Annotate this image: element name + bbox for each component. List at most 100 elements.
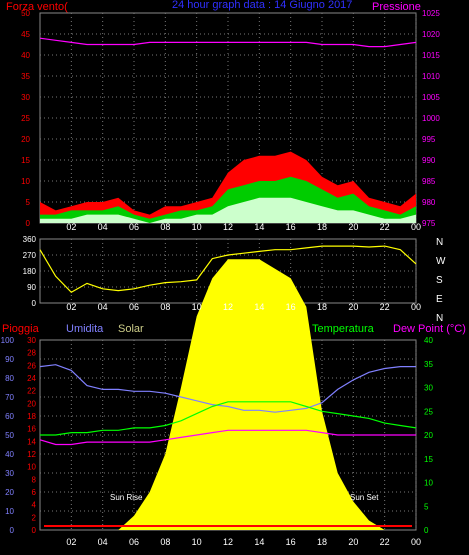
direction-compass-label: W bbox=[436, 256, 446, 267]
dew-point-line bbox=[39, 429, 416, 446]
annotation-sun-rise: Sun Rise bbox=[110, 493, 143, 502]
rain-axis-tick: 16 bbox=[27, 425, 36, 434]
header-right-title: Pressione bbox=[372, 1, 421, 13]
x-tick-label: 02 bbox=[66, 222, 76, 232]
x-tick-label: 04 bbox=[98, 302, 108, 312]
temperature-axis-tick: 5 bbox=[424, 502, 429, 511]
direction-axis-tick: 360 bbox=[23, 235, 37, 244]
x-tick-label: 02 bbox=[66, 302, 76, 312]
wind-axis-tick: 5 bbox=[26, 198, 31, 207]
pressure-axis-tick: 1005 bbox=[422, 93, 440, 102]
rain-axis-tick: 4 bbox=[32, 501, 37, 510]
x-tick-label: 22 bbox=[380, 222, 390, 232]
wind-axis-tick: 10 bbox=[21, 177, 30, 186]
x-tick-label: 06 bbox=[129, 537, 139, 547]
pressure-axis-tick: 975 bbox=[422, 219, 436, 228]
direction-compass-label: N bbox=[436, 313, 443, 324]
rain-axis-tick: 22 bbox=[27, 387, 36, 396]
rain-axis-tick: 14 bbox=[27, 437, 36, 446]
rain-axis-tick: 6 bbox=[32, 488, 37, 497]
pressure-axis-tick: 1000 bbox=[422, 114, 440, 123]
pressure-axis-tick: 980 bbox=[422, 198, 436, 207]
label-dew-point: Dew Point (°C) bbox=[393, 323, 466, 335]
x-tick-label: 04 bbox=[98, 537, 108, 547]
label-solar: Solar bbox=[118, 323, 144, 335]
humidity-axis-tick: 20 bbox=[5, 488, 14, 497]
x-tick-label: 10 bbox=[192, 222, 202, 232]
wind-axis-tick: 20 bbox=[21, 135, 30, 144]
x-tick-label: 12 bbox=[223, 537, 233, 547]
x-tick-label: 14 bbox=[254, 302, 264, 312]
x-tick-label: 08 bbox=[160, 537, 170, 547]
wind-axis-tick: 25 bbox=[21, 114, 30, 123]
x-tick-label: 12 bbox=[223, 302, 233, 312]
x-tick-label: 00 bbox=[411, 537, 421, 547]
wind-area-2 bbox=[40, 197, 416, 223]
x-tick-label: 00 bbox=[411, 302, 421, 312]
x-tick-label: 18 bbox=[317, 222, 327, 232]
pressure-axis-tick: 1010 bbox=[422, 72, 440, 81]
direction-compass-label: E bbox=[436, 294, 443, 305]
x-tick-label: 10 bbox=[192, 302, 202, 312]
rain-axis-tick: 10 bbox=[27, 463, 36, 472]
rain-axis-tick: 18 bbox=[27, 412, 36, 421]
annotation-sun-set: Sun Set bbox=[350, 493, 379, 502]
humidity-axis-tick: 10 bbox=[5, 507, 14, 516]
pressure-axis-tick: 995 bbox=[422, 135, 436, 144]
pressure-axis-tick: 985 bbox=[422, 177, 436, 186]
x-tick-label: 10 bbox=[192, 537, 202, 547]
x-tick-label: 20 bbox=[348, 537, 358, 547]
x-tick-label: 00 bbox=[411, 222, 421, 232]
humidity-axis-tick: 80 bbox=[5, 374, 14, 383]
temperature-axis-tick: 0 bbox=[424, 526, 429, 535]
temperature-axis-tick: 25 bbox=[424, 407, 433, 416]
direction-axis-tick: 0 bbox=[32, 299, 37, 308]
humidity-line bbox=[39, 364, 416, 413]
temperature-axis-tick: 40 bbox=[424, 336, 433, 345]
rain-axis-tick: 8 bbox=[32, 475, 37, 484]
humidity-axis-tick: 100 bbox=[1, 336, 15, 345]
humidity-axis-tick: 30 bbox=[5, 469, 14, 478]
wind-axis-tick: 30 bbox=[21, 93, 30, 102]
wind-axis-tick: 40 bbox=[21, 51, 30, 60]
direction-line bbox=[39, 245, 417, 294]
temperature-axis-tick: 20 bbox=[424, 431, 433, 440]
direction-axis-tick: 270 bbox=[23, 251, 37, 260]
solar-area bbox=[40, 259, 416, 530]
temperature-axis-tick: 10 bbox=[424, 479, 433, 488]
temperature-line bbox=[40, 401, 417, 436]
x-tick-label: 04 bbox=[98, 222, 108, 232]
label-pioggia: Pioggia bbox=[2, 323, 40, 335]
x-tick-label: 08 bbox=[160, 222, 170, 232]
x-tick-label: 12 bbox=[223, 222, 233, 232]
x-tick-label: 22 bbox=[380, 302, 390, 312]
wind-axis-tick: 35 bbox=[21, 72, 30, 81]
axis-layer: 0202020404040606060808081010101212121414… bbox=[1, 9, 446, 547]
rain-axis-tick: 28 bbox=[27, 349, 36, 358]
x-tick-label: 16 bbox=[286, 222, 296, 232]
humidity-axis-tick: 60 bbox=[5, 412, 14, 421]
rain-axis-tick: 12 bbox=[27, 450, 36, 459]
label-temperatura: Temperatura bbox=[312, 323, 375, 335]
rain-axis-tick: 24 bbox=[27, 374, 36, 383]
humidity-axis-tick: 70 bbox=[5, 393, 14, 402]
humidity-axis-tick: 90 bbox=[5, 355, 14, 364]
temperature-axis-tick: 30 bbox=[424, 384, 433, 393]
wind-axis-tick: 0 bbox=[26, 219, 31, 228]
direction-axis-tick: 90 bbox=[27, 283, 36, 292]
humidity-axis-tick: 50 bbox=[5, 431, 14, 440]
wind-axis-tick: 15 bbox=[21, 156, 30, 165]
x-tick-label: 06 bbox=[129, 222, 139, 232]
rain-axis-tick: 30 bbox=[27, 336, 36, 345]
x-tick-label: 20 bbox=[348, 222, 358, 232]
x-tick-label: 22 bbox=[380, 537, 390, 547]
humidity-axis-tick: 0 bbox=[10, 526, 15, 535]
x-tick-label: 16 bbox=[286, 537, 296, 547]
x-tick-label: 14 bbox=[254, 537, 264, 547]
header-center-title: 24 hour graph data : 14 Giugno 2017 bbox=[172, 0, 352, 11]
series-layer bbox=[39, 37, 417, 530]
pressure-axis-tick: 1025 bbox=[422, 9, 440, 18]
x-tick-label: 16 bbox=[286, 302, 296, 312]
temperature-axis-tick: 15 bbox=[424, 455, 433, 464]
